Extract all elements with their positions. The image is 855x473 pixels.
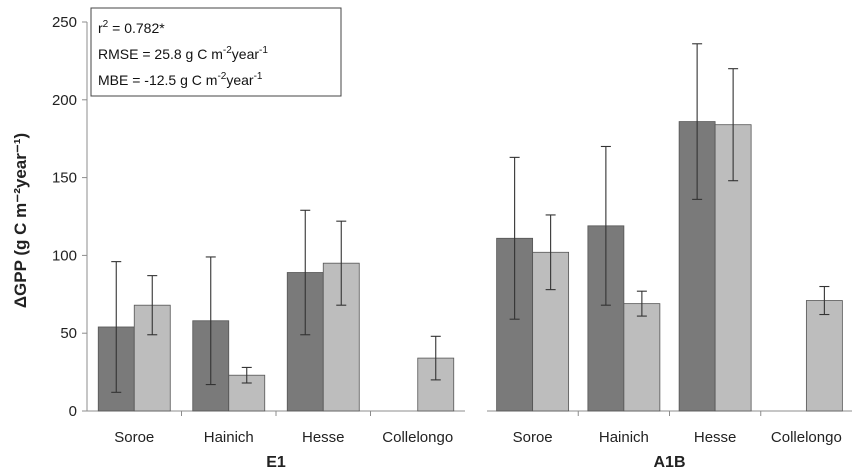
category-label: Hesse: [302, 429, 345, 446]
category-label: Soroe: [114, 429, 154, 446]
bar: [805, 300, 843, 412]
category-label: Hainich: [599, 429, 649, 446]
y-tick-label: 50: [60, 325, 77, 342]
group-label: A1B: [653, 454, 685, 471]
y-tick-label: 0: [69, 403, 77, 420]
y-tick-label: 250: [52, 14, 77, 31]
y-tick-label: 200: [52, 92, 77, 109]
y-tick-label: 150: [52, 170, 77, 187]
stats-box: [90, 7, 342, 97]
stats-line: RMSE = 25.8 g C m-2year-1: [98, 45, 268, 62]
stats-line: r2 = 0.782*: [98, 19, 165, 36]
group-label: E1: [266, 454, 286, 471]
y-tick-label: 100: [52, 247, 77, 264]
category-label: Soroe: [513, 429, 553, 446]
bar: [623, 303, 661, 412]
category-label: Collelongo: [771, 429, 842, 446]
category-label: Hesse: [694, 429, 737, 446]
category-label: Hainich: [204, 429, 254, 446]
category-label: Collelongo: [382, 429, 453, 446]
y-axis-title: ΔGPP (g C m⁻²year⁻¹): [11, 133, 30, 308]
stats-line: MBE = -12.5 g C m-2year-1: [98, 71, 263, 88]
